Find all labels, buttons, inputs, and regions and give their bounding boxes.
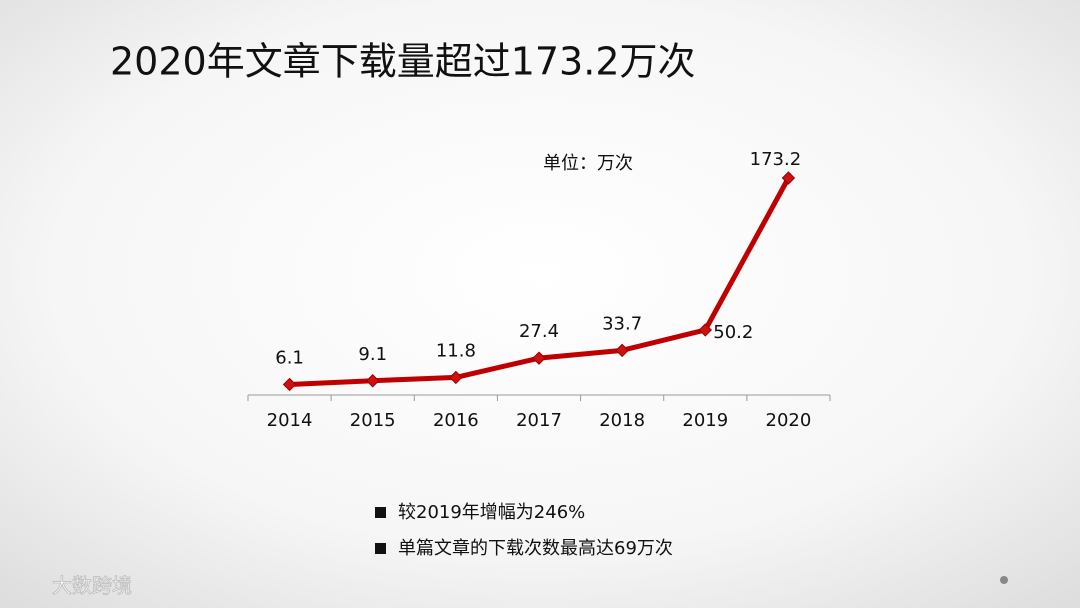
x-tick-label: 2017 bbox=[516, 410, 562, 431]
data-label: 50.2 bbox=[713, 322, 753, 343]
data-label: 27.4 bbox=[519, 321, 559, 342]
data-label: 6.1 bbox=[275, 347, 304, 368]
x-tick-label: 2016 bbox=[433, 410, 479, 431]
marker bbox=[698, 323, 712, 337]
x-tick-label: 2020 bbox=[766, 410, 812, 431]
bullet bbox=[375, 507, 386, 518]
data-label: 9.1 bbox=[358, 344, 387, 365]
chart-title: 2020年文章下载量超过173.2万次 bbox=[110, 40, 696, 84]
x-tick-label: 2014 bbox=[267, 410, 313, 431]
unit-annotation: 单位：万次 bbox=[543, 153, 633, 174]
note: 较2019年增幅为246% bbox=[398, 502, 585, 523]
x-tick-label: 2015 bbox=[350, 410, 396, 431]
x-tick-label: 2019 bbox=[682, 410, 728, 431]
marker bbox=[366, 374, 380, 388]
bullet bbox=[375, 543, 386, 554]
data-label: 173.2 bbox=[750, 149, 802, 170]
marker bbox=[532, 351, 546, 365]
dot bbox=[1000, 576, 1008, 584]
marker bbox=[282, 377, 297, 392]
marker bbox=[781, 171, 796, 185]
watermark: 大数跨境 bbox=[52, 574, 132, 598]
note: 单篇文章的下载次数最高达69万次 bbox=[398, 538, 673, 559]
x-tick-label: 2018 bbox=[599, 410, 645, 431]
data-label: 11.8 bbox=[436, 340, 476, 361]
data-label: 33.7 bbox=[602, 313, 642, 334]
marker bbox=[615, 343, 629, 358]
marker bbox=[449, 370, 463, 385]
